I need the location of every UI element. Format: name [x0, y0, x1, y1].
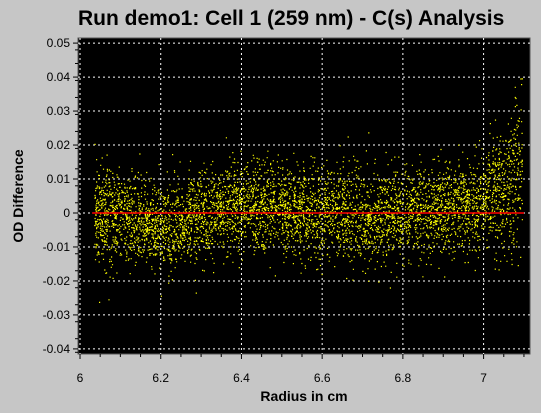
- y-tick-label: 0.03: [47, 104, 71, 118]
- y-axis-label: OD Difference: [10, 149, 26, 243]
- plot-area: [77, 37, 531, 355]
- y-tick-label: 0: [63, 206, 70, 220]
- y-tick-label: 0.04: [47, 70, 71, 84]
- x-tick-label: 6.2: [152, 371, 169, 385]
- x-tick-label: 6.6: [314, 371, 331, 385]
- y-axis: -0.04 -0.03 -0.02 -0.01 0 0.01 0.02 0.03 0.04 0.0…: [43, 36, 78, 356]
- x-tick-label: 6.4: [233, 371, 250, 385]
- y-tick-label: -0.03: [43, 308, 71, 322]
- x-axis: 6 6.2 6.4 6.6 6.8 7: [77, 354, 525, 385]
- chart-title: Run demo1: Cell 1 (259 nm) - C(s) Analys…: [78, 7, 505, 30]
- x-tick-label: 6: [77, 371, 84, 385]
- y-tick-label: 0.02: [47, 138, 71, 152]
- y-tick-label: -0.04: [43, 342, 71, 356]
- x-tick-label: 6.8: [395, 371, 412, 385]
- y-tick-label: 0.01: [47, 172, 71, 186]
- x-tick-label: 7: [480, 371, 487, 385]
- x-axis-label: Radius in cm: [260, 388, 347, 404]
- y-tick-label: -0.02: [43, 274, 71, 288]
- y-tick-label: 0.05: [47, 36, 71, 50]
- y-tick-label: -0.01: [43, 240, 71, 254]
